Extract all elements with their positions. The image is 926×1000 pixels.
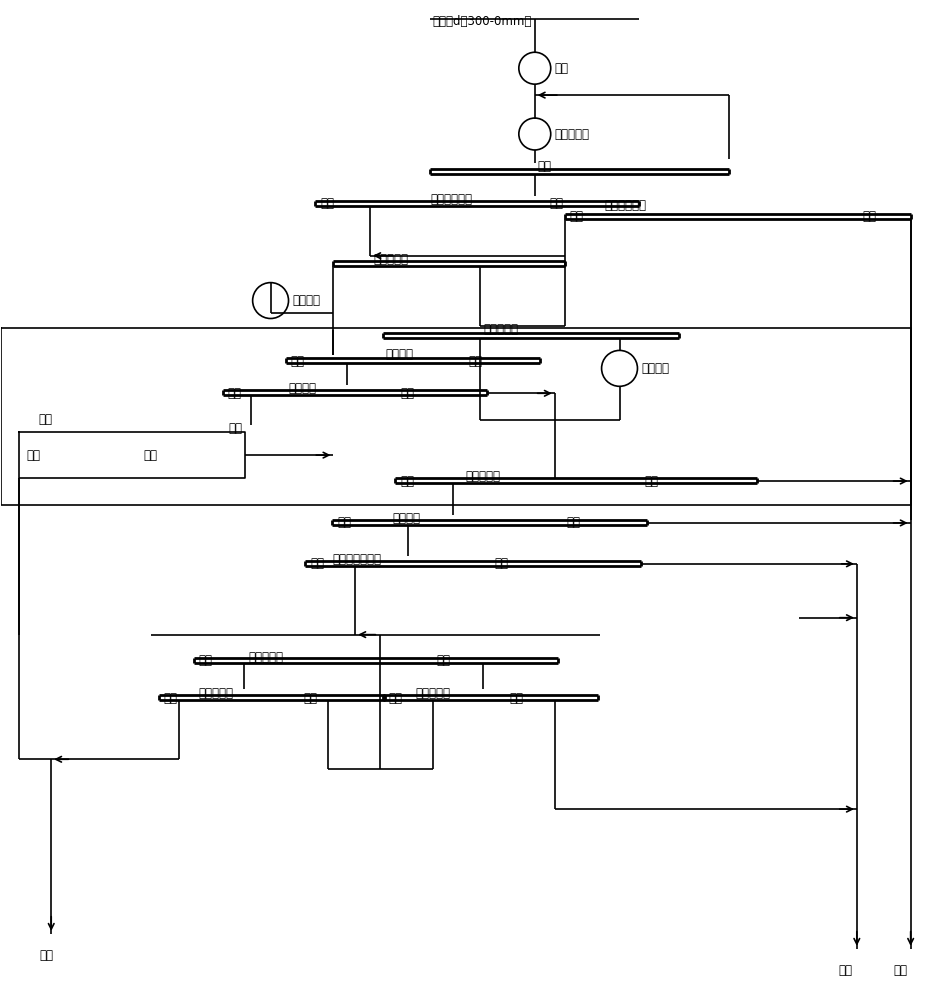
Text: 尾矿: 尾矿: [468, 355, 482, 368]
Text: 粗选离心机: 粗选离心机: [249, 651, 283, 664]
Text: 精矿: 精矿: [320, 197, 334, 210]
Text: 精矿: 精矿: [164, 692, 178, 705]
Text: 重选前浓缩大井: 重选前浓缩大井: [332, 553, 382, 566]
Text: 溢流: 溢流: [494, 557, 507, 570]
Text: 底流: 底流: [310, 557, 324, 570]
Text: 筛分: 筛分: [538, 160, 552, 173]
Text: 精矿: 精矿: [569, 210, 583, 223]
Text: 一次旋流器: 一次旋流器: [373, 253, 408, 266]
Text: 尾矿: 尾矿: [550, 197, 564, 210]
Text: 强弱前浓缩: 强弱前浓缩: [465, 470, 500, 483]
Text: 二次旋流器: 二次旋流器: [483, 323, 518, 336]
Text: 筛上: 筛上: [143, 449, 157, 462]
Text: 尾矿: 尾矿: [304, 692, 318, 705]
Text: 尾矿: 尾矿: [510, 692, 524, 705]
Text: 精选离心机: 精选离心机: [199, 687, 233, 700]
Text: 精矿: 精矿: [229, 422, 243, 435]
Text: 溢流: 溢流: [644, 475, 658, 488]
Text: 细筛: 细筛: [38, 413, 52, 426]
Text: 湿式半自磨: 湿式半自磨: [555, 128, 590, 141]
Text: 尾矿: 尾矿: [567, 516, 581, 529]
Text: 矿仓: 矿仓: [555, 62, 569, 75]
Text: 湿式强磁预选: 湿式强磁预选: [605, 199, 646, 212]
Text: 精矿: 精矿: [337, 516, 351, 529]
Text: 精矿: 精矿: [291, 355, 305, 368]
Text: 尾矿: 尾矿: [436, 654, 450, 667]
Text: 一段球磨: 一段球磨: [293, 294, 320, 307]
Text: 底流: 底流: [400, 475, 414, 488]
Text: 尾矿: 尾矿: [839, 964, 853, 977]
Text: 原矿（d：300-0mm）: 原矿（d：300-0mm）: [432, 15, 532, 28]
Text: 一段强磁: 一段强磁: [393, 512, 420, 525]
Text: 湿式弱磁预选: 湿式弱磁预选: [430, 193, 472, 206]
Text: 二段球磨: 二段球磨: [642, 362, 669, 375]
Text: 溢流: 溢流: [894, 964, 907, 977]
Text: 精矿: 精矿: [228, 387, 242, 400]
Text: 精矿: 精矿: [199, 654, 213, 667]
Text: 尾矿: 尾矿: [400, 387, 414, 400]
Text: 一段弱磁: 一段弱磁: [385, 348, 413, 361]
Text: 筛下: 筛下: [26, 449, 41, 462]
Text: 精矿: 精矿: [388, 692, 402, 705]
Text: 尾矿: 尾矿: [863, 210, 877, 223]
Text: 精矿: 精矿: [39, 949, 54, 962]
Text: 扫选离心机: 扫选离心机: [415, 687, 450, 700]
Text: 二段弱磁: 二段弱磁: [289, 382, 317, 395]
